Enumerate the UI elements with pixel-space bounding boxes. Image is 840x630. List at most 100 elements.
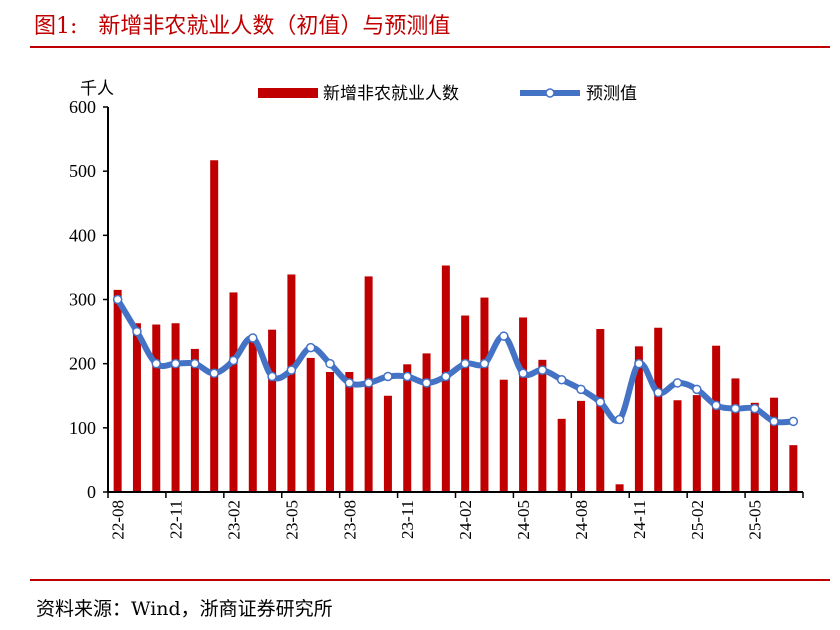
bar-25-04 <box>731 378 740 492</box>
forecast-point-23-05 <box>286 365 297 375</box>
forecast-point-25-03 <box>711 400 721 411</box>
bar-22-08 <box>113 289 122 492</box>
forecast-point-22-11 <box>170 358 181 369</box>
bar-23-11 <box>403 364 412 492</box>
legend-marker-line <box>545 88 555 98</box>
bar-23-06 <box>306 357 315 492</box>
bar-25-06 <box>770 397 779 492</box>
forecast-point-23-04 <box>267 371 277 382</box>
forecast-point-25-02 <box>692 384 702 395</box>
bar-24-11 <box>634 346 643 492</box>
bar-24-07 <box>557 418 566 492</box>
y-tick-label: 300 <box>69 290 96 310</box>
bar-24-05 <box>519 317 528 492</box>
legend-label-line: 预测值 <box>586 84 637 103</box>
figure-title: 图1: 新增非农就业人数（初值）与预测值 <box>34 14 451 39</box>
bar-23-05 <box>287 274 296 492</box>
forecast-point-25-06 <box>769 416 779 427</box>
legend-label-bars: 新增非农就业人数 <box>323 84 459 103</box>
bar-23-12 <box>422 353 431 492</box>
bar-23-02 <box>229 292 238 492</box>
forecast-line <box>115 297 794 426</box>
bar-25-01 <box>673 400 682 492</box>
forecast-point-22-12 <box>190 358 200 369</box>
bar-22-10 <box>152 324 161 492</box>
forecast-point-24-07 <box>556 374 567 385</box>
source-note: 资料来源：Wind，浙商证券研究所 <box>36 598 333 620</box>
x-tick-label-23-11: 23-11 <box>398 500 417 539</box>
title-divider <box>30 46 830 48</box>
bar-24-06 <box>538 359 547 492</box>
y-tick-label: 100 <box>69 418 96 438</box>
y-tick-label: 0 <box>87 482 96 502</box>
bar-22-11 <box>171 323 180 492</box>
x-tick-label-25-05: 25-05 <box>746 500 765 540</box>
forecast-point-22-09 <box>132 326 142 337</box>
x-tick-label-24-02: 24-02 <box>456 500 475 540</box>
forecast-point-24-09 <box>595 397 606 407</box>
x-tick-label-23-05: 23-05 <box>282 500 301 540</box>
y-tick-label: 400 <box>69 225 96 245</box>
x-tick-label-24-11: 24-11 <box>630 500 649 539</box>
bar-25-02 <box>692 395 701 492</box>
forecast-point-23-02 <box>228 355 239 366</box>
bar-24-09 <box>596 329 605 492</box>
bar-25-03 <box>712 345 721 492</box>
y-tick-label: 600 <box>69 97 96 117</box>
bar-23-08 <box>345 372 354 492</box>
y-tick-label: 500 <box>69 161 96 181</box>
forecast-point-22-08 <box>112 294 123 305</box>
bar-25-07 <box>789 445 798 492</box>
x-tick-label-24-08: 24-08 <box>572 500 591 540</box>
x-tick-label-22-11: 22-11 <box>167 500 186 539</box>
y-axis-unit: 千人 <box>80 79 114 98</box>
forecast-point-23-09 <box>363 378 374 388</box>
bar-24-03 <box>480 297 489 492</box>
bar-24-10 <box>615 484 624 492</box>
bar-23-10 <box>383 395 392 492</box>
bar-24-04 <box>499 379 508 492</box>
forecast-point-23-11 <box>402 371 412 382</box>
forecast-point-24-11 <box>634 358 644 369</box>
x-tick-label-24-05: 24-05 <box>514 500 533 540</box>
x-tick-label-23-08: 23-08 <box>340 500 359 540</box>
forecast-point-25-04 <box>730 403 741 414</box>
bar-23-01 <box>210 160 219 492</box>
bar-22-12 <box>190 348 199 492</box>
forecast-point-24-10 <box>614 414 625 425</box>
forecast-point-23-06 <box>305 342 316 353</box>
forecast-point-24-03 <box>479 358 490 369</box>
bar-24-12 <box>654 327 663 492</box>
forecast-point-24-06 <box>537 365 548 375</box>
forecast-point-23-07 <box>325 358 335 369</box>
bar-25-05 <box>750 402 759 492</box>
forecast-point-24-08 <box>576 384 586 395</box>
legend-swatch-bars <box>258 88 318 98</box>
forecast-point-24-04 <box>499 331 509 341</box>
x-tick-label-25-02: 25-02 <box>688 500 707 540</box>
bar-23-03 <box>248 340 257 492</box>
forecast-point-25-07 <box>788 416 799 427</box>
forecast-point-25-05 <box>749 403 760 414</box>
forecast-point-24-02 <box>460 358 470 369</box>
forecast-point-24-12 <box>653 387 663 398</box>
forecast-point-25-01 <box>672 378 683 388</box>
forecast-point-23-10 <box>383 371 393 382</box>
bar-24-08 <box>576 400 585 492</box>
forecast-point-24-05 <box>518 368 528 379</box>
forecast-point-23-03 <box>248 333 258 343</box>
forecast-point-23-01 <box>209 368 219 379</box>
forecast-point-23-08 <box>344 378 355 388</box>
forecast-point-22-10 <box>151 358 162 369</box>
x-tick-label-22-08: 22-08 <box>109 500 128 540</box>
source-divider <box>30 579 830 581</box>
bar-23-04 <box>268 329 277 492</box>
bar-23-07 <box>326 372 335 492</box>
y-tick-label: 200 <box>69 354 96 374</box>
bar-22-09 <box>132 323 141 492</box>
x-tick-label-23-02: 23-02 <box>224 500 243 540</box>
forecast-point-23-12 <box>421 378 432 388</box>
bar-24-02 <box>461 315 470 492</box>
